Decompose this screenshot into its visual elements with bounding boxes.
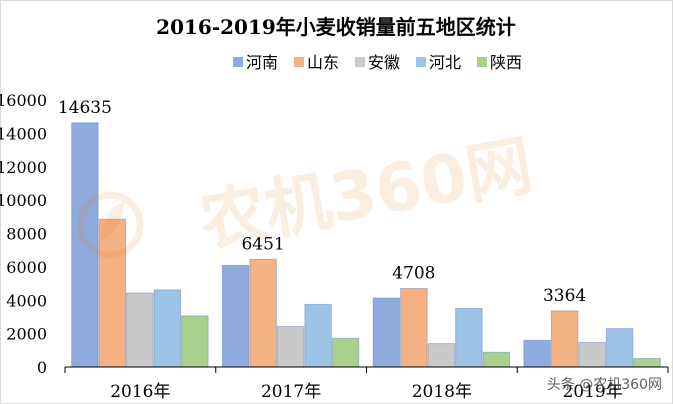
- legend: 河南 山东 安徽 河北 陕西: [233, 53, 522, 72]
- bar: [633, 357, 661, 368]
- bar: [304, 303, 332, 368]
- legend-label: 河北: [429, 53, 461, 72]
- legend-label: 河南: [246, 53, 278, 72]
- bar: [427, 343, 456, 368]
- y-tick-label: 8000: [6, 225, 47, 244]
- footer-watermark: 头条 @农机360网: [547, 376, 662, 393]
- y-tick-label: 10000: [0, 191, 47, 210]
- y-tick-label: 16000: [0, 91, 47, 110]
- y-tick-label: 14000: [0, 124, 47, 143]
- data-label: 4708: [392, 263, 435, 283]
- bar: [578, 341, 606, 368]
- y-tick-label: 12000: [0, 158, 47, 177]
- bar: [331, 337, 360, 368]
- data-label: 14635: [58, 98, 112, 118]
- chart-title: 2016-2019年小麦收销量前五地区统计: [156, 15, 516, 39]
- bar: [400, 287, 428, 368]
- bar: [550, 310, 579, 368]
- legend-swatch: [355, 57, 365, 67]
- legend-swatch: [233, 57, 243, 67]
- legend-swatch: [416, 57, 426, 67]
- data-label: 3364: [543, 286, 586, 306]
- y-tick-label: 2000: [6, 325, 47, 344]
- bar: [153, 289, 182, 368]
- bar: [605, 328, 634, 368]
- data-label: 6451: [241, 234, 284, 254]
- legend-swatch: [477, 57, 487, 67]
- watermark-logo-icon: [76, 191, 144, 259]
- y-tick-label: 6000: [6, 258, 47, 277]
- y-axis: 0 2000 4000 6000 8000 10000 12000 14000 16000: [0, 91, 47, 377]
- legend-swatch: [294, 57, 304, 67]
- bar: [372, 297, 401, 368]
- legend-label: 安徽: [368, 53, 400, 72]
- bar: [71, 122, 99, 368]
- legend-label: 山东: [307, 53, 339, 72]
- x-tick-label: 2016年: [110, 382, 170, 402]
- x-tick-label: 2018年: [412, 382, 472, 402]
- watermark-leaf-icon: [98, 202, 125, 243]
- y-tick-label: 0: [37, 358, 47, 377]
- bar: [126, 292, 154, 368]
- y-tick-label: 4000: [6, 291, 47, 310]
- legend-label: 陕西: [490, 53, 522, 72]
- bar: [181, 315, 209, 368]
- bar: [455, 307, 483, 368]
- bar: [221, 264, 250, 368]
- bar: [276, 325, 305, 368]
- x-tick-label: 2019年: [562, 382, 622, 402]
- bar: [249, 258, 277, 368]
- bar: [482, 351, 511, 368]
- bar: [523, 339, 551, 368]
- bar: [98, 218, 127, 368]
- x-axis: 2016年 2017年 2018年 2019年: [64, 366, 669, 402]
- x-tick-label: 2017年: [261, 382, 321, 402]
